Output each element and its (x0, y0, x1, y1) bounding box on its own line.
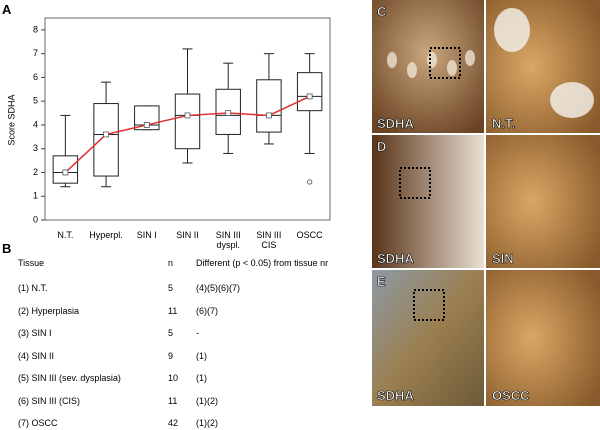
table-cell: (1)(2) (196, 418, 218, 428)
micrographs: C SDHA N.T. D SDHA SIN E SDHA OSCC (372, 0, 600, 406)
table-cell: (4) SIN II (18, 350, 55, 361)
y-tick-label: 6 (33, 72, 38, 82)
table-cell: (1) (196, 373, 207, 383)
table-cell: (7) OSCC (18, 418, 58, 428)
image-label: SIN (492, 251, 514, 266)
box-plot: Score SDHA 0 1 2 3 4 5 6 7 8 (6, 17, 331, 224)
inset-box (413, 289, 445, 321)
x-tick-label: Hyperpl. (89, 230, 123, 240)
table-cell: (1) N.T. (18, 283, 48, 293)
y-tick-label: 7 (33, 48, 38, 58)
box (93, 103, 119, 177)
table-cell: 11 (168, 305, 178, 316)
table-cell: (1) (196, 350, 207, 361)
box (52, 155, 79, 184)
mean-marker (306, 93, 313, 100)
mean-marker (225, 110, 232, 116)
panel-label: A (2, 2, 12, 17)
table-cell: 5 (168, 328, 174, 338)
table-cell: (6) SIN III (CIS) (18, 395, 81, 406)
y-tick-label: 3 (33, 143, 38, 153)
image (372, 0, 484, 133)
x-tick-label: SIN III dyspl. (215, 230, 241, 250)
table-cell: (5) SIN III (sev. dysplasia) (18, 373, 121, 383)
table-cell: 9 (168, 350, 174, 361)
image (372, 135, 484, 268)
image (486, 135, 600, 268)
y-axis-label: Score SDHA (6, 94, 16, 145)
x-tick-label: SIN II (176, 230, 199, 240)
table-cell: - (196, 328, 199, 338)
mean-marker (143, 122, 150, 128)
table-cell: 5 (168, 283, 174, 293)
plot-frame (44, 17, 331, 221)
panel-label: E (377, 274, 386, 289)
panel-label: C (377, 4, 387, 19)
panel-label: D (377, 139, 386, 154)
table-cell: 11 (168, 395, 178, 406)
table-cell: (3) SIN I (18, 328, 52, 338)
image (372, 270, 484, 406)
image (486, 270, 600, 406)
y-tick-label: 2 (33, 167, 38, 177)
table-cell: (4)(5)(6)(7) (196, 283, 240, 293)
y-tick-label: 1 (33, 191, 38, 201)
x-tick-label: N.T. (57, 230, 74, 240)
image-label: OSCC (492, 388, 530, 403)
x-tick-label: SIN III CIS (256, 230, 282, 250)
inset-box (399, 167, 431, 199)
mean-marker (184, 112, 191, 119)
table-header: n (168, 258, 174, 268)
inset-box (429, 47, 461, 79)
mean-marker (62, 169, 69, 176)
table-header: Different (p < 0.05) from tissue nr (196, 258, 329, 268)
outlier (306, 179, 313, 185)
box (174, 93, 201, 150)
box (256, 79, 282, 133)
image-label: SDHA (377, 251, 414, 266)
image-label: SDHA (377, 116, 414, 131)
y-tick-label: 4 (33, 119, 38, 129)
table-header: Tissue (18, 258, 45, 268)
panel-label: B (2, 241, 12, 256)
table-cell: 10 (168, 373, 179, 383)
mean-marker (266, 112, 272, 119)
x-tick-label: SIN I (136, 230, 157, 240)
x-tick-label: OSCC (296, 230, 323, 240)
image-label: SDHA (377, 388, 414, 403)
table-cell: (2) Hyperplasia (18, 305, 80, 316)
y-tick-label: 5 (33, 96, 38, 106)
y-tick-label: 0 (33, 214, 38, 224)
mean-marker (103, 131, 109, 138)
y-tick-label: 8 (33, 24, 38, 34)
box (296, 72, 323, 112)
table-cell: (6)(7) (196, 305, 218, 316)
table-cell: 42 (168, 418, 179, 428)
image-label: N.T. (492, 116, 515, 131)
table-cell: (1)(2) (196, 395, 218, 406)
